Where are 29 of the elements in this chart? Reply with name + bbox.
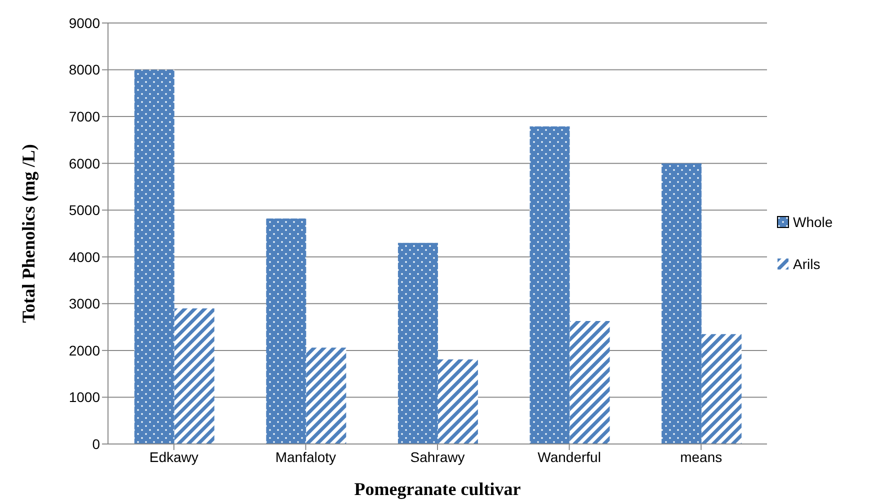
x-tick-label: Edkawy [149,448,198,465]
bar [174,308,214,444]
bar [438,359,478,444]
bar [306,348,346,444]
bar [398,242,438,444]
y-tick-label: 9000 [68,14,100,31]
bar [266,218,306,444]
bar [570,320,610,444]
y-tick-label: 7000 [68,108,100,125]
legend-label: Arils [793,256,820,272]
bar [662,163,702,444]
x-tick-label: Wanderful [538,448,601,465]
y-tick-label: 2000 [68,342,100,358]
bar [530,126,570,444]
y-tick-label: 0 [92,436,100,452]
x-axis-title: Pomegranate cultivar [354,478,521,499]
legend-label: Whole [793,214,833,230]
y-tick-label: 3000 [68,296,100,312]
bar [702,334,742,444]
x-tick-label: Manfaloty [275,448,336,465]
y-axis-title: Total Phenolics (mg /L) [18,144,38,323]
y-tick-label: 4000 [68,248,100,265]
y-tick-label: 5000 [68,202,100,218]
y-tick-label: 8000 [68,62,100,78]
x-tick-label: means [680,448,722,465]
x-tick-label: Sahrawy [410,448,465,465]
y-tick-label: 6000 [68,155,100,172]
y-tick-label: 1000 [68,389,100,406]
bar [134,70,174,444]
